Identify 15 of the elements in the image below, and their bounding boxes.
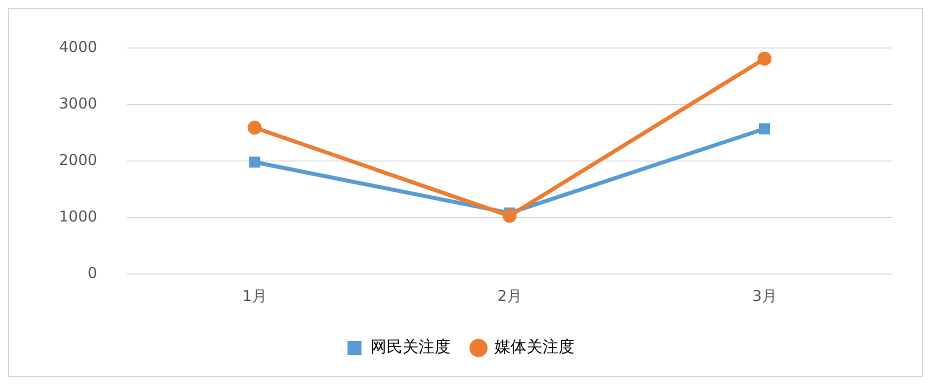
legend-label: 媒体关注度 [494, 337, 574, 356]
point [758, 52, 772, 66]
legend-label: 网民关注度 [370, 337, 450, 356]
y-tick-label: 4000 [58, 38, 98, 56]
y-tick-label: 3000 [58, 94, 98, 112]
point [249, 156, 260, 168]
y-tick-label: 0 [88, 264, 98, 282]
point [502, 208, 517, 223]
y-tick-label: 1000 [58, 207, 98, 226]
point [248, 120, 262, 135]
point [758, 123, 770, 134]
y-tick-label: 2000 [58, 150, 98, 169]
x-tick-label: 3月 [752, 286, 777, 305]
x-tick-label: 1月 [242, 286, 267, 305]
x-tick-label: 2月 [497, 286, 522, 305]
